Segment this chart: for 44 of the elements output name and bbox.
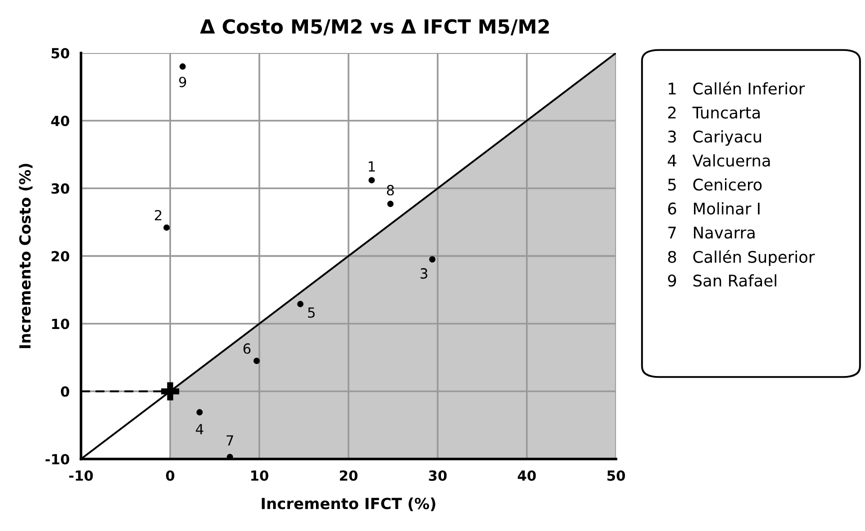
y-tick-label: 30: [51, 183, 70, 194]
x-tick-label: 50: [607, 470, 625, 481]
text: 4 Valcuerna: [668, 154, 770, 167]
y-tick-label: 10: [52, 318, 70, 330]
x-tick-label: 30: [428, 470, 447, 481]
point: [429, 256, 436, 263]
annotation: 5: [308, 307, 315, 318]
point: [254, 358, 260, 364]
x-tick-label: 10: [251, 470, 268, 481]
text: 7 Navarra: [668, 226, 755, 239]
text: 3 Cariyacu: [668, 130, 762, 146]
text: 6 Molinar I: [668, 202, 760, 215]
x-tick-label: 20: [340, 470, 358, 481]
annotation: 1: [368, 161, 375, 172]
y-tick-label: 50: [52, 48, 70, 58]
x-tick-label: 0: [166, 470, 174, 481]
point: [196, 409, 203, 416]
x-tick-label: -10: [69, 470, 93, 481]
annotation: 2: [154, 210, 162, 220]
annotation: 9: [179, 76, 186, 88]
annotation: 8: [386, 184, 394, 196]
annotation: 3: [420, 268, 428, 279]
text: 8 Callén Superior: [668, 250, 815, 266]
y-tick-label: 20: [52, 250, 70, 262]
x-axis-title: Incremento IFCT (%): [262, 497, 436, 512]
text: 1 Callén Inferior: [668, 82, 805, 95]
x-tick-label: 40: [518, 470, 536, 481]
point: [180, 63, 186, 70]
chart-title: Δ Costo M5/M2 vs Δ IFCT M5/M2: [200, 19, 549, 36]
point: [297, 300, 304, 308]
annotation: 6: [243, 343, 250, 354]
point: [161, 382, 180, 400]
annotation: 4: [196, 424, 204, 434]
y-tick-label: 40: [51, 116, 70, 126]
y-tick-label: -10: [46, 454, 70, 464]
text: 9 San Rafael: [668, 274, 776, 287]
point: [387, 200, 394, 208]
y-tick-label: 0: [60, 386, 70, 397]
point: [368, 177, 375, 184]
point: [163, 224, 170, 231]
text: 2 Tuncarta: [668, 106, 760, 119]
text: 5 Cenicero: [668, 178, 762, 191]
y-axis-title: Incremento Costo (%): [18, 164, 33, 348]
annotation: 7: [226, 435, 234, 446]
